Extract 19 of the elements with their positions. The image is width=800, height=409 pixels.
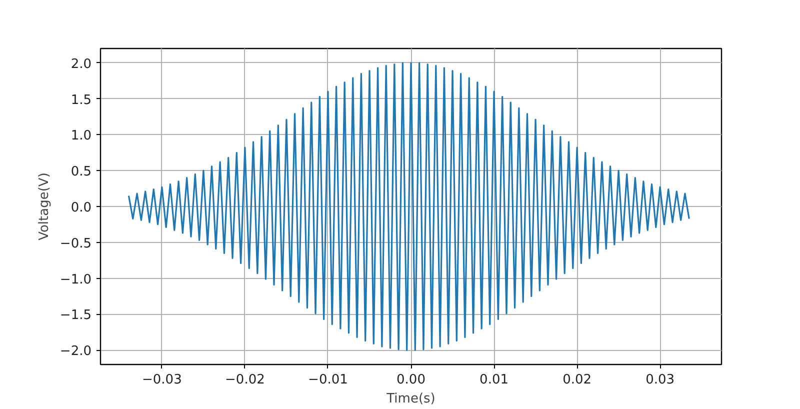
y-tick-label: 1.0 [70, 128, 92, 144]
y-tick-label: 2.0 [70, 56, 92, 72]
x-tick-label: 0.01 [480, 372, 508, 388]
x-tick-label: −0.01 [308, 372, 348, 388]
x-axis-title: Time(s) [386, 392, 436, 406]
x-tick-label: 0.02 [562, 372, 592, 388]
y-tick-label: 0.5 [70, 164, 92, 180]
line-series [128, 62, 690, 351]
x-tick-label: −0.03 [142, 372, 182, 388]
y-tick-label: −0.5 [60, 236, 92, 252]
y-tick-label: 1.5 [70, 92, 92, 108]
y-tick-label: −2.0 [60, 344, 92, 360]
y-tick-label: −1.5 [60, 308, 92, 324]
x-tick-label: 0.03 [646, 372, 675, 388]
y-tick-label: 0.0 [70, 200, 92, 216]
y-tick-label: −1.0 [60, 272, 92, 288]
x-tick-label: 0.00 [396, 372, 426, 388]
x-tick-label: −0.02 [225, 372, 265, 388]
y-axis-title: Voltage(V) [36, 172, 52, 240]
